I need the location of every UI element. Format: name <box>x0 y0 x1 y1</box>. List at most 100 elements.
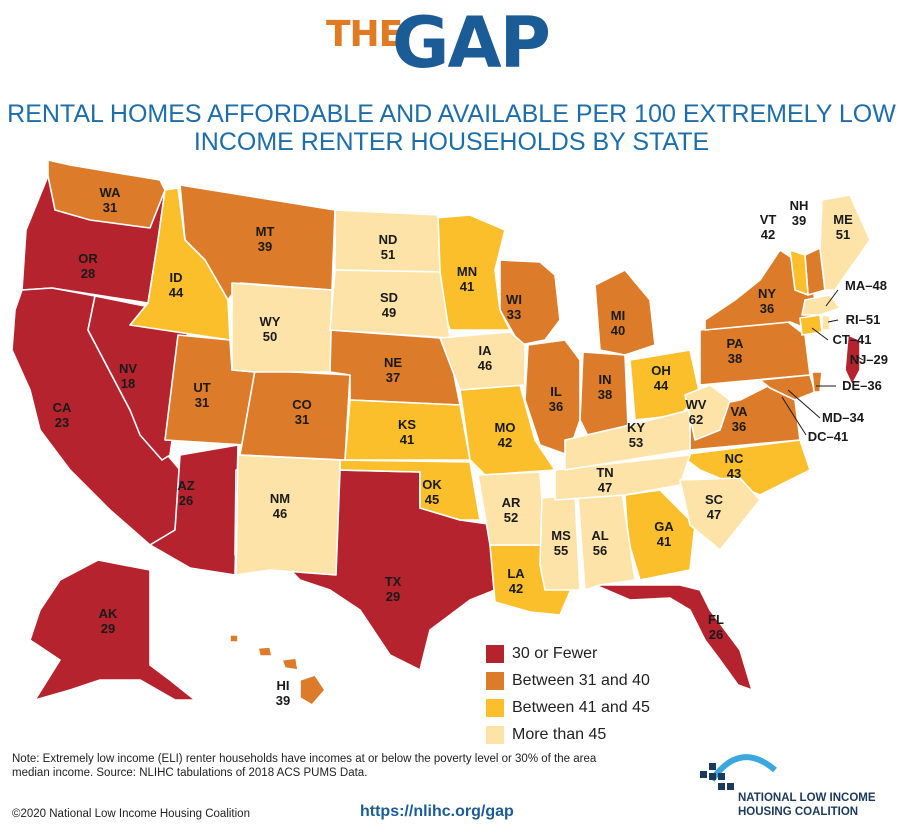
state-ia[interactable] <box>439 331 526 391</box>
label-nm: NM 46 <box>270 491 290 521</box>
legend-label: Between 31 and 40 <box>512 671 650 689</box>
states-more-than-45 <box>231 194 871 591</box>
label-ne: NE 37 <box>384 355 402 385</box>
state-ct[interactable] <box>799 314 823 336</box>
legend-item-41-to-45: Between 41 and 45 <box>486 694 650 721</box>
state-id[interactable] <box>129 187 231 341</box>
map-subtitle: RENTAL HOMES AFFORDABLE AND AVAILABLE PE… <box>0 100 903 156</box>
label-wi: WI 33 <box>506 292 522 322</box>
label-la: LA 42 <box>507 566 525 596</box>
md-callout-line <box>787 389 821 419</box>
label-mn: MN 41 <box>457 264 477 294</box>
label-tn: TN 47 <box>596 465 613 495</box>
label-in: IN 38 <box>598 372 612 402</box>
callout-ri: RI–51 <box>846 312 881 327</box>
state-ky[interactable] <box>564 409 691 471</box>
callout-md: MD–34 <box>822 410 865 425</box>
label-ks: KS 41 <box>398 417 416 447</box>
label-id: ID 44 <box>169 270 184 300</box>
dc-callout-line <box>781 396 807 436</box>
callout-dc: DC–41 <box>808 429 848 444</box>
state-hi-kauai[interactable] <box>229 634 239 643</box>
state-nc[interactable] <box>679 439 811 496</box>
legend-swatch-orange <box>486 671 504 690</box>
label-tx: TX 29 <box>385 574 402 604</box>
legend-swatch-pale <box>486 725 504 744</box>
state-wy[interactable] <box>231 282 333 373</box>
state-wv[interactable] <box>684 384 731 441</box>
label-wv: WV 62 <box>686 397 707 427</box>
legend-swatch-yellow <box>486 698 504 717</box>
label-nh: NH 39 <box>790 198 809 228</box>
state-hi-maui[interactable] <box>281 657 299 671</box>
legend-label: Between 41 and 45 <box>512 698 650 716</box>
label-ca: CA 23 <box>53 400 72 430</box>
state-me[interactable] <box>819 194 871 291</box>
state-md[interactable] <box>759 374 816 401</box>
state-mi[interactable] <box>594 269 656 356</box>
label-sc: SC 47 <box>705 492 724 522</box>
legend-swatch-red <box>486 644 504 663</box>
states-41-to-45 <box>129 187 823 616</box>
label-or: OR 28 <box>78 251 98 281</box>
label-ia: IA 46 <box>478 343 492 373</box>
label-ok: OK 45 <box>422 477 442 507</box>
state-hi-big[interactable] <box>299 674 326 706</box>
label-nd: ND 51 <box>379 232 398 262</box>
label-wa: WA 31 <box>100 185 122 215</box>
state-pa[interactable] <box>699 321 811 386</box>
ri-callout-line <box>827 319 839 323</box>
callout-lines <box>781 289 864 436</box>
state-ok[interactable] <box>339 459 481 521</box>
callout-nj: NJ–29 <box>850 352 888 367</box>
label-co: CO 31 <box>292 397 312 427</box>
state-nj[interactable] <box>844 334 861 386</box>
logo-the-text: THE <box>326 14 403 55</box>
logo-gap-text: GAP <box>392 2 551 84</box>
label-sd: SD 49 <box>380 290 398 320</box>
label-wy: WY 50 <box>260 314 281 344</box>
label-il: IL 36 <box>549 384 563 414</box>
org-name: NATIONAL LOW INCOME HOUSING COALITION <box>738 791 876 819</box>
label-nc: NC 43 <box>725 451 744 481</box>
label-mi: MI 40 <box>611 308 625 338</box>
state-sc[interactable] <box>679 477 761 551</box>
label-al: AL 56 <box>591 528 608 558</box>
state-de[interactable] <box>811 371 823 393</box>
subtitle-line-1: RENTAL HOMES AFFORDABLE AND AVAILABLE PE… <box>7 100 896 128</box>
ct-callout-line <box>811 327 829 341</box>
copyright: ©2020 National Low Income Housing Coalit… <box>12 808 250 820</box>
state-fl[interactable] <box>594 584 753 691</box>
label-fl: FL 26 <box>708 612 724 642</box>
label-nv: NV 18 <box>119 361 137 391</box>
footnote: Note: Extremely low income (ELI) renter … <box>12 753 597 779</box>
state-hi-oahu[interactable] <box>257 646 273 657</box>
state-nm[interactable] <box>235 454 341 576</box>
callout-ct: CT–41 <box>832 332 871 347</box>
label-vt: VT 42 <box>760 212 777 242</box>
label-hi: HI 39 <box>276 678 290 708</box>
callout-de: DE–36 <box>842 378 882 393</box>
label-az: AZ 26 <box>177 478 194 508</box>
legend-item-31-to-40: Between 31 and 40 <box>486 667 650 694</box>
state-vt[interactable] <box>789 249 809 296</box>
label-ak: AK 29 <box>99 606 118 636</box>
state-ri[interactable] <box>821 314 831 331</box>
org-name-line-1: NATIONAL LOW INCOME <box>738 792 876 804</box>
callout-ma: MA–48 <box>845 278 887 293</box>
map-legend: 30 or Fewer Between 31 and 40 Between 41… <box>486 640 650 748</box>
label-pa: PA 38 <box>726 336 744 366</box>
nlihc-gap-link[interactable]: https://nlihc.org/gap <box>360 803 514 820</box>
nlihc-logo: NATIONAL LOW INCOME HOUSING COALITION <box>690 745 890 825</box>
label-ny: NY 36 <box>758 286 776 316</box>
house-icon <box>700 754 777 790</box>
callout-labels: MA–48 RI–51 CT–41 NJ–29 DE–36 MD–34 DC–4… <box>808 278 888 444</box>
label-oh: OH 44 <box>651 363 671 393</box>
legend-item-30-or-fewer: 30 or Fewer <box>486 640 650 667</box>
state-ak[interactable] <box>29 559 196 701</box>
label-ar: AR 52 <box>502 495 521 525</box>
label-ms: MS 55 <box>551 528 571 558</box>
label-ut: UT 31 <box>193 380 210 410</box>
nj-callout-line <box>855 355 864 361</box>
